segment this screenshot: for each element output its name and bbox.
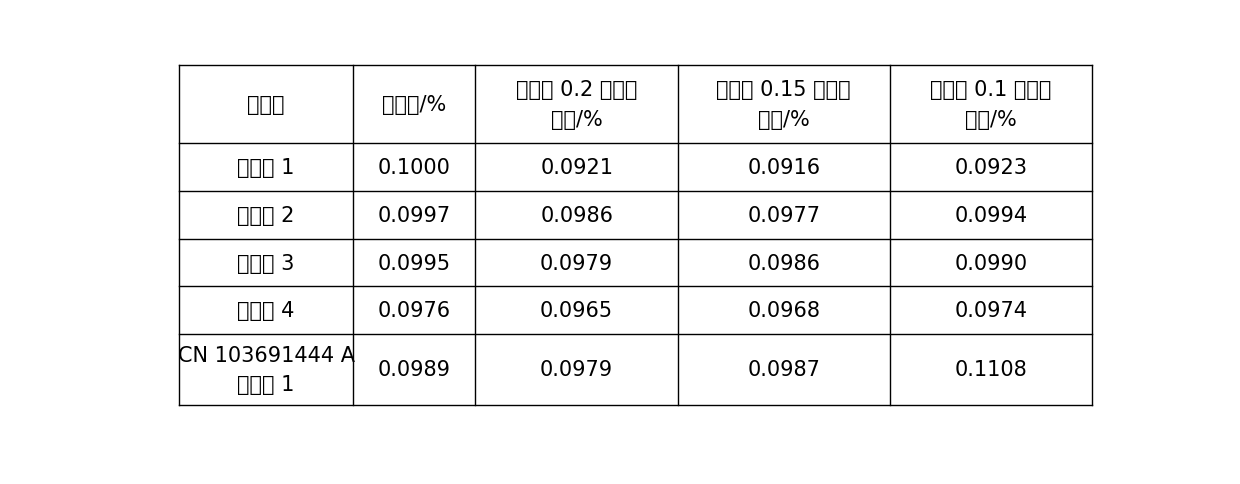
Text: 0.0976: 0.0976 [378, 301, 451, 321]
Text: 0.0923: 0.0923 [955, 158, 1027, 178]
Text: 0.0965: 0.0965 [541, 301, 614, 321]
Text: 汽气比 0.15 活性测
试后/%: 汽气比 0.15 活性测 试后/% [717, 80, 851, 129]
Text: 催化剂: 催化剂 [247, 95, 285, 115]
Text: 0.0979: 0.0979 [541, 360, 614, 379]
Text: 0.0987: 0.0987 [748, 360, 820, 379]
Text: 0.0990: 0.0990 [955, 253, 1028, 273]
Text: CN 103691444 A
实施例 1: CN 103691444 A 实施例 1 [177, 345, 355, 394]
Text: 0.0974: 0.0974 [955, 301, 1027, 321]
Text: 0.0986: 0.0986 [748, 253, 820, 273]
Text: 实施例 4: 实施例 4 [237, 301, 295, 321]
Text: 0.0989: 0.0989 [378, 360, 451, 379]
Text: 0.0916: 0.0916 [748, 158, 821, 178]
Text: 0.0997: 0.0997 [378, 205, 451, 226]
Text: 实施例 3: 实施例 3 [237, 253, 295, 273]
Text: 0.0986: 0.0986 [541, 205, 613, 226]
Text: 0.1108: 0.1108 [955, 360, 1027, 379]
Text: 新样品/%: 新样品/% [382, 95, 446, 115]
Text: 0.0979: 0.0979 [541, 253, 614, 273]
Text: 实施例 2: 实施例 2 [237, 205, 295, 226]
Text: 0.0995: 0.0995 [378, 253, 451, 273]
Text: 实施例 1: 实施例 1 [237, 158, 295, 178]
Text: 0.1000: 0.1000 [378, 158, 451, 178]
Text: 0.0968: 0.0968 [748, 301, 820, 321]
Text: 0.0977: 0.0977 [748, 205, 820, 226]
Text: 汽气比 0.1 活性测
试后/%: 汽气比 0.1 活性测 试后/% [930, 80, 1052, 129]
Text: 汽气比 0.2 活性测
试后/%: 汽气比 0.2 活性测 试后/% [516, 80, 637, 129]
Text: 0.0994: 0.0994 [955, 205, 1028, 226]
Text: 0.0921: 0.0921 [541, 158, 613, 178]
